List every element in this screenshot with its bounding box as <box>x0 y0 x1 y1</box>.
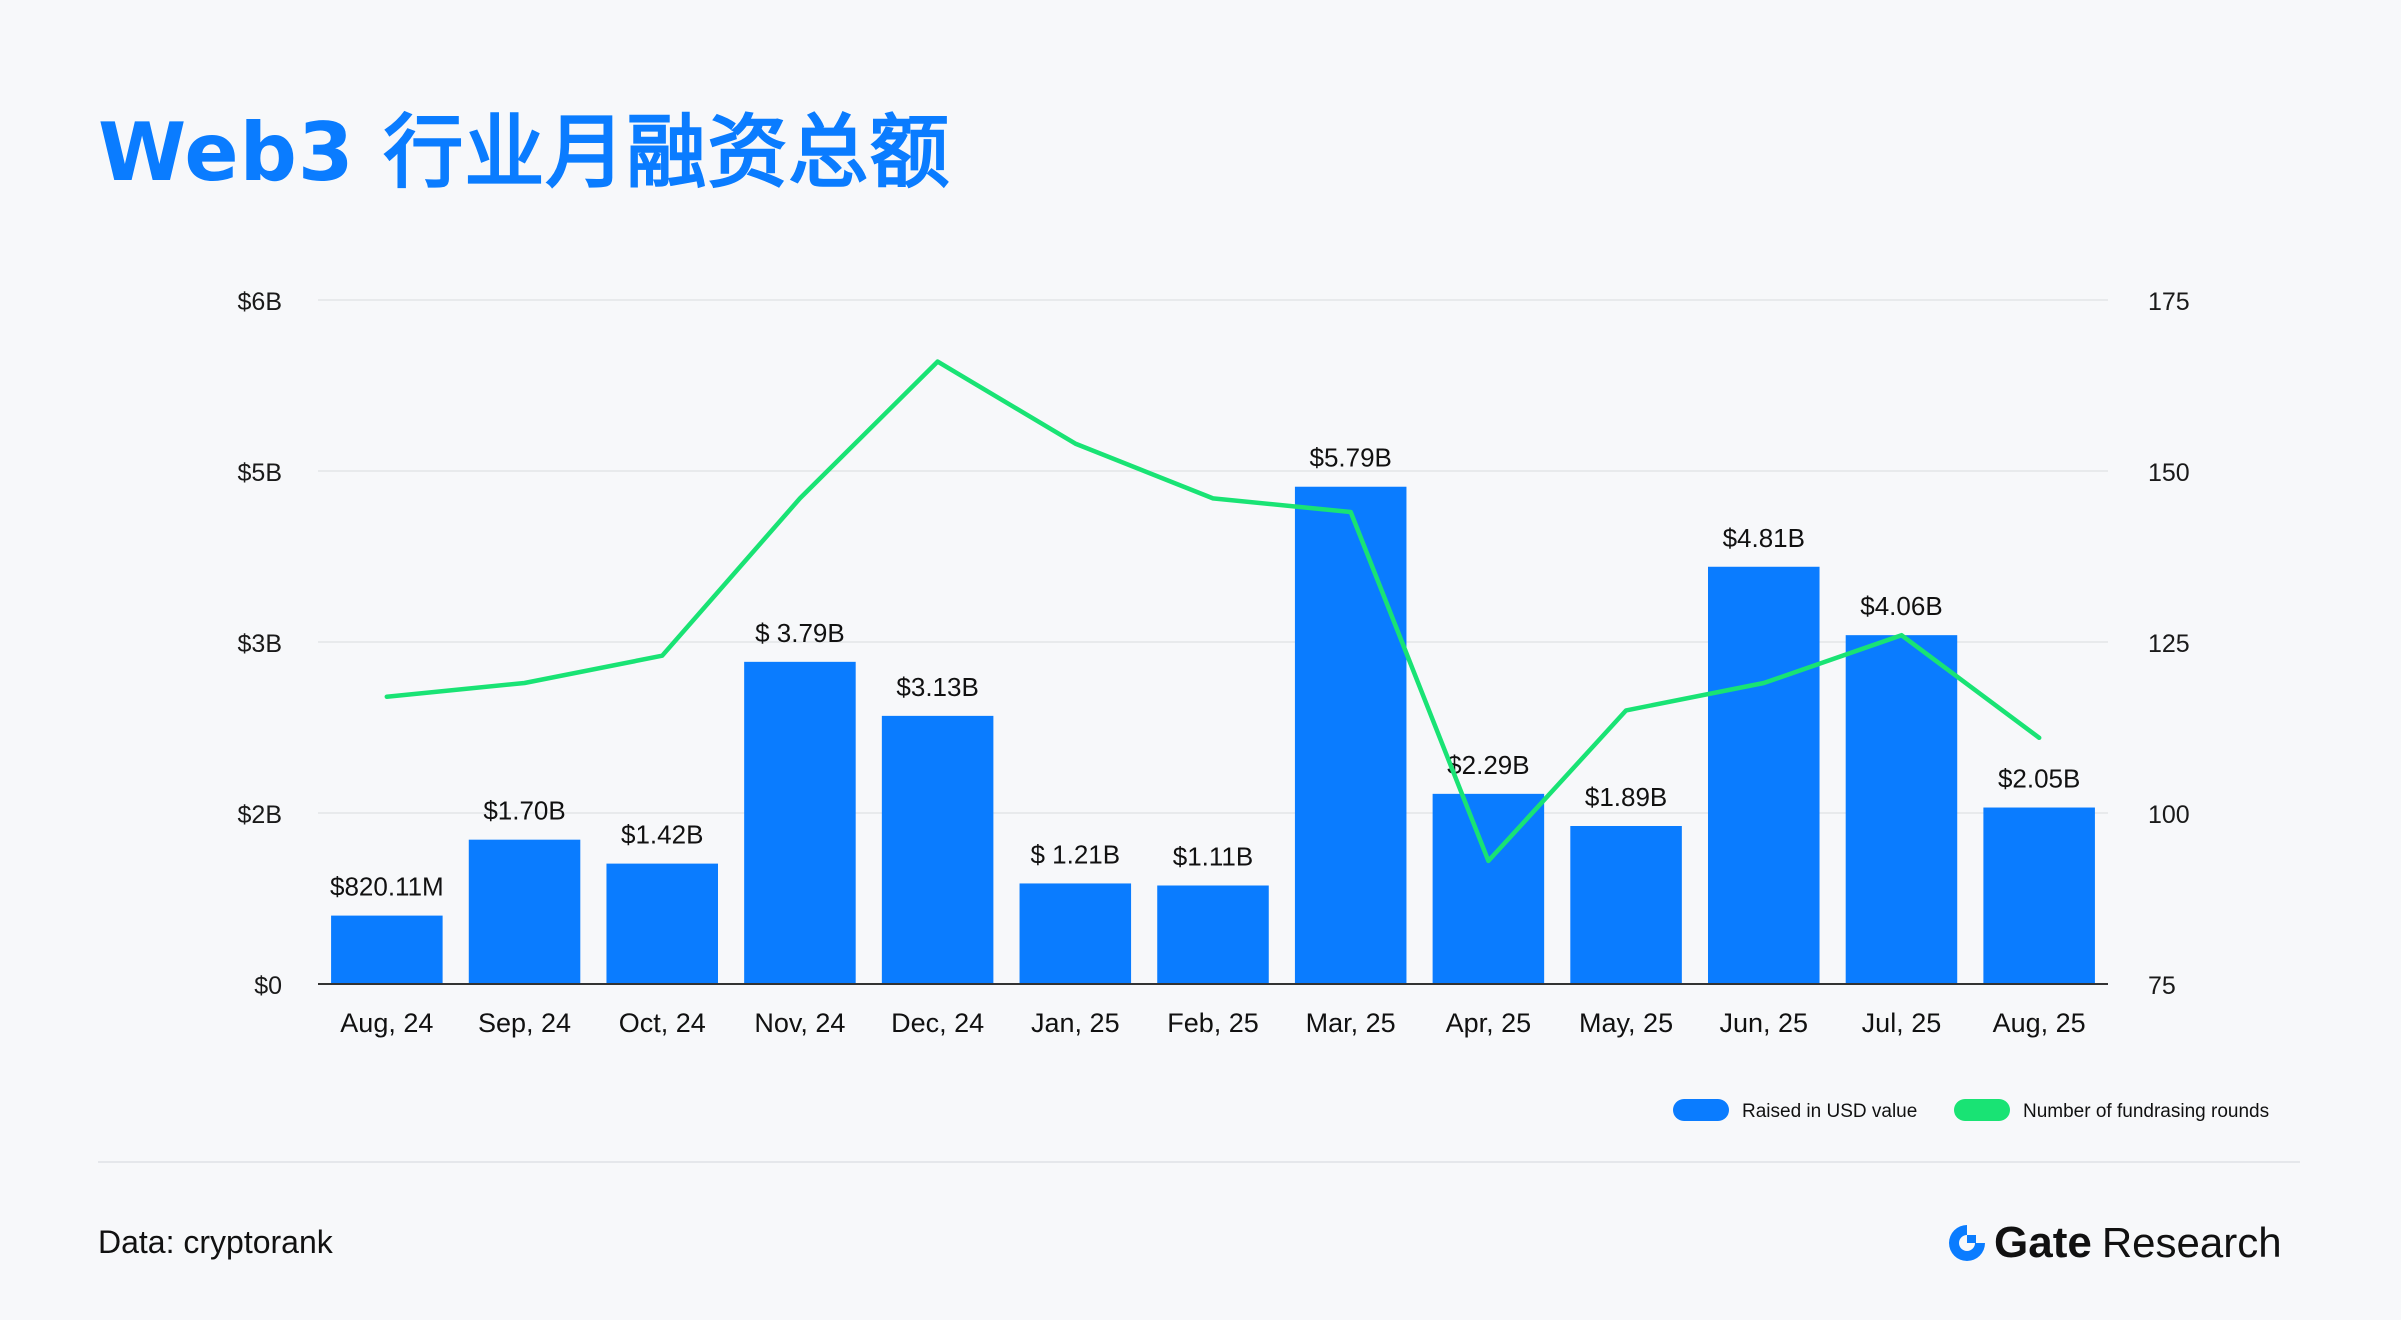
legend-line-label: Number of fundrasing rounds <box>2023 1101 2269 1122</box>
footer-divider <box>98 1161 2300 1163</box>
bar <box>744 661 856 984</box>
bar-value-label: $2.29B <box>1447 750 1529 780</box>
bar-value-label: $2.05B <box>1998 764 2080 794</box>
x-tick-label: Jul, 25 <box>1862 1008 1942 1038</box>
y-right-tick-label: 75 <box>2148 972 2176 1000</box>
bar <box>1432 793 1545 984</box>
bar <box>1570 825 1682 984</box>
x-tick-label: Mar, 25 <box>1306 1008 1396 1038</box>
brand-name: Gate <box>1994 1218 2092 1267</box>
x-tick-label: Dec, 24 <box>891 1008 984 1038</box>
legend-bar-label: Raised in USD value <box>1742 1101 1917 1122</box>
x-tick-label: Nov, 24 <box>754 1008 845 1038</box>
data-source-label: Data: cryptorank <box>98 1224 333 1260</box>
y-left-tick-label: $2B <box>238 801 282 829</box>
x-tick-label: Oct, 24 <box>619 1008 706 1038</box>
bar-value-label: $ 3.79B <box>755 618 845 648</box>
bar-value-label: $ 1.21B <box>1030 839 1120 869</box>
bar <box>468 839 581 984</box>
bar <box>606 863 718 984</box>
bar-value-label: $5.79B <box>1309 443 1391 473</box>
bar <box>1708 566 1820 984</box>
y-right-tick-label: 100 <box>2148 801 2190 829</box>
bar <box>1157 885 1269 984</box>
brand-logo: Gate Research <box>1946 1218 2282 1268</box>
brand-suffix: Research <box>2101 1219 2282 1266</box>
fundraising-rounds-line <box>384 359 2042 864</box>
x-tick-label: Aug, 24 <box>340 1008 433 1038</box>
bar-value-label: $4.81B <box>1723 523 1805 553</box>
x-tick-label: Apr, 25 <box>1446 1008 1532 1038</box>
bar-value-label: $1.42B <box>621 820 703 850</box>
gate-logo-icon <box>1949 1225 1985 1261</box>
bar <box>881 715 994 984</box>
legend-bar-swatch <box>1673 1099 1729 1121</box>
bar <box>1294 486 1407 984</box>
x-tick-label: Aug, 25 <box>1993 1008 2086 1038</box>
x-tick-label: Feb, 25 <box>1167 1008 1259 1038</box>
y-right-tick-label: 175 <box>2148 288 2190 316</box>
x-tick-label: Jun, 25 <box>1719 1008 1808 1038</box>
y-left-tick-label: $5B <box>238 459 282 487</box>
x-tick-label: Jan, 25 <box>1031 1008 1120 1038</box>
bar-value-label: $3.13B <box>896 672 978 702</box>
y-left-tick-label: $0 <box>254 972 282 1000</box>
chart-title: Web3 行业月融资总额 <box>98 106 951 199</box>
bar <box>1983 807 2095 984</box>
bar-value-label: $1.11B <box>1173 842 1253 872</box>
bar-value-label: $820.11M <box>330 872 444 902</box>
y-right-tick-label: 150 <box>2148 459 2190 487</box>
bar-value-label: $1.89B <box>1585 782 1667 812</box>
legend-line-swatch <box>1954 1099 2010 1121</box>
x-tick-label: Sep, 24 <box>478 1008 571 1038</box>
y-left-tick-label: $3B <box>238 630 282 658</box>
bar-value-label: $4.06B <box>1860 591 1942 621</box>
bar <box>1019 883 1132 984</box>
bar-value-label: $1.70B <box>483 796 565 826</box>
y-left-tick-label: $6B <box>238 288 282 316</box>
bar <box>1845 635 1958 984</box>
y-right-tick-label: 125 <box>2148 630 2190 658</box>
bar <box>331 915 443 984</box>
x-tick-label: May, 25 <box>1579 1008 1673 1038</box>
